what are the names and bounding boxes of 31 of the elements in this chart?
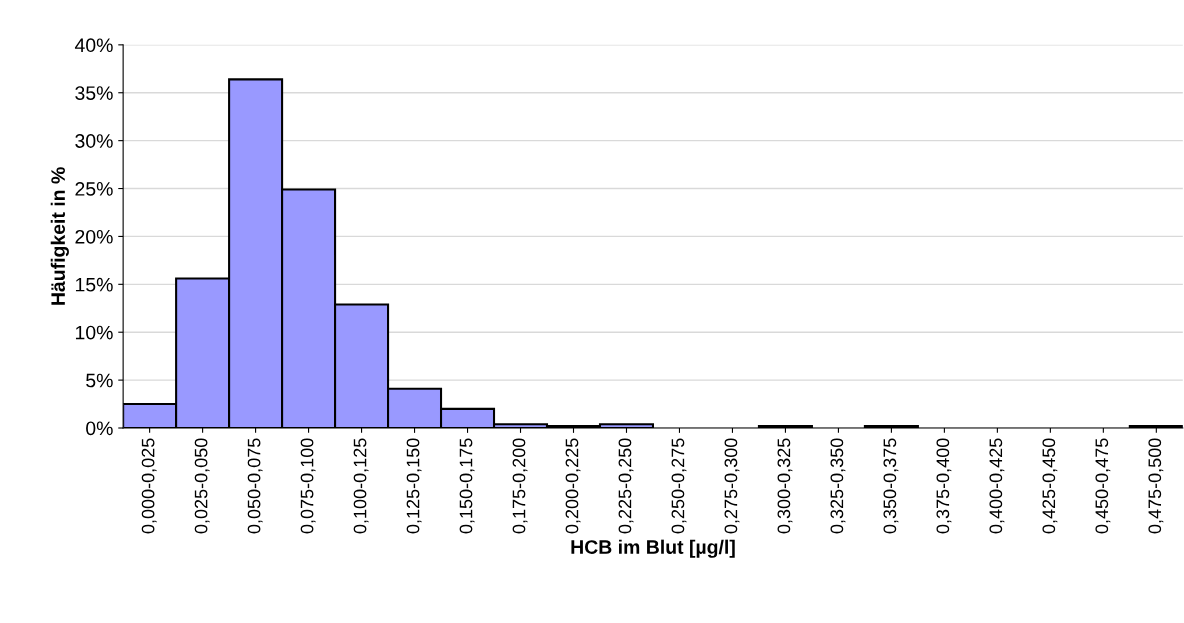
y-tick-label: 40%: [74, 38, 113, 53]
x-tick-label: 0,425-0,450: [1042, 438, 1058, 534]
x-tick-label: 0,350-0,375: [883, 438, 899, 534]
x-tick-label: 0,325-0,350: [830, 438, 846, 534]
y-tick-label: 10%: [75, 325, 113, 340]
x-tick-label: 0,450-0,475: [1095, 438, 1111, 534]
y-tick-label: 25%: [75, 182, 113, 196]
y-tick-label: 5%: [86, 373, 113, 388]
x-tick-label: 0,025-0,050: [194, 438, 210, 534]
x-tick-label: 0,100-0,125: [353, 438, 369, 534]
x-tick-label: 0,075-0,100: [300, 438, 316, 534]
x-axis-title: HCB im Blut [µg/l]: [571, 539, 735, 558]
y-tick-label: 15%: [75, 277, 113, 292]
x-tick-label: 0,250-0,275: [671, 438, 687, 534]
x-tick-label: 0,175-0,200: [512, 438, 528, 534]
x-tick-label: 0,225-0,250: [618, 438, 634, 534]
x-tick-label: 0,050-0,075: [247, 438, 263, 534]
y-tick-label: 0%: [86, 421, 113, 436]
x-tick-label: 0,400-0,425: [989, 438, 1005, 534]
x-tick-label: 0,000-0,025: [141, 438, 157, 534]
x-tick-label: 0,125-0,150: [406, 438, 422, 534]
x-tick-label: 0,275-0,300: [724, 438, 740, 534]
y-tick-label: 30%: [75, 134, 113, 148]
x-tick-label: 0,475-0,500: [1148, 438, 1164, 534]
y-axis-title: Häufigkeit in %: [50, 167, 69, 305]
x-tick-label: 0,300-0,325: [777, 438, 793, 534]
x-tick-label: 0,375-0,400: [936, 438, 952, 534]
x-tick-label: 0,200-0,225: [565, 438, 581, 534]
x-tick-label: 0,150-0,175: [459, 438, 475, 534]
y-tick-label: 35%: [75, 86, 113, 100]
y-tick-label: 20%: [75, 229, 113, 244]
